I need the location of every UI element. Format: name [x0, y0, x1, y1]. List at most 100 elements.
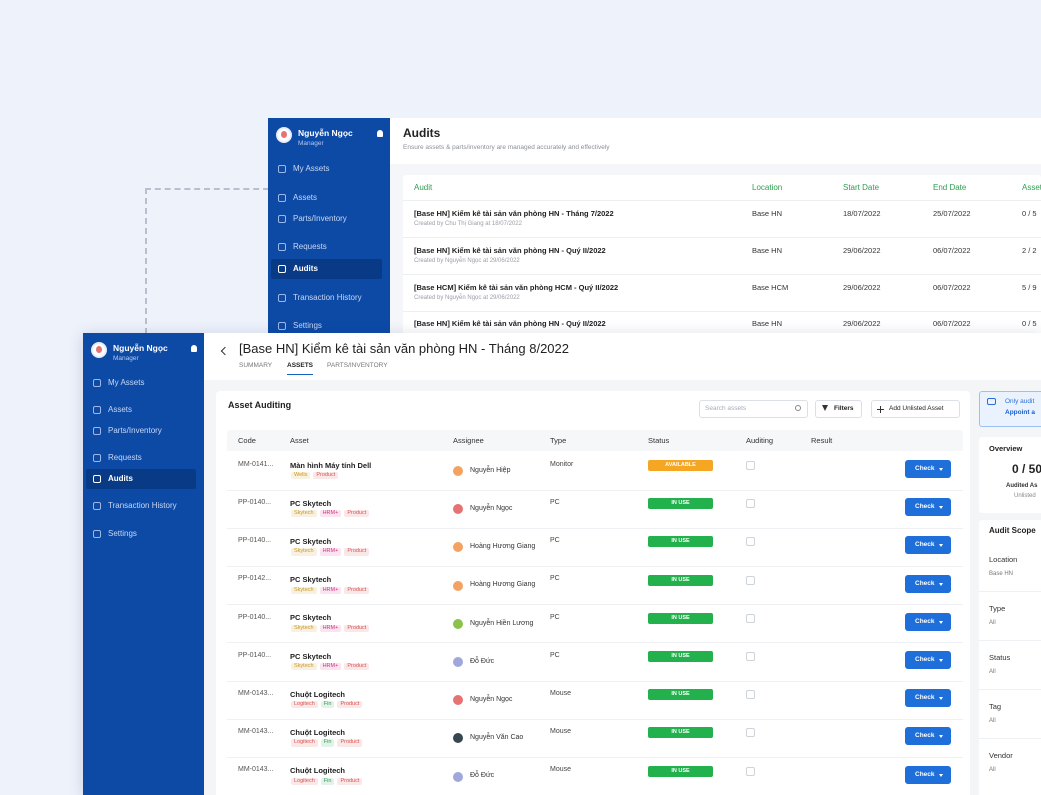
scope-value: All: [989, 767, 996, 774]
check-label: Check: [915, 656, 935, 664]
tag: Fin: [320, 739, 335, 747]
menu-item[interactable]: Parts/Inventory: [293, 214, 347, 224]
audit-name[interactable]: [Base HCM] Kiểm kê tài sản văn phòng HCM…: [414, 282, 619, 292]
tag: HRM+: [319, 548, 342, 556]
scope-separator: [979, 689, 1041, 690]
check-button[interactable]: Check: [905, 612, 951, 631]
auditing-checkbox[interactable]: [746, 575, 755, 585]
tag: Fin: [320, 777, 335, 785]
status-badge: IN USE: [648, 612, 713, 624]
menu-item[interactable]: Requests: [108, 453, 142, 463]
row-separator: [227, 565, 963, 567]
caret-icon: [939, 735, 943, 739]
asset-name: Chuột Logitech: [290, 727, 345, 737]
audit-end: 25/07/2022: [933, 208, 971, 218]
column-header: End Date: [933, 183, 967, 193]
tag-list: Logitech Fin Product: [291, 701, 363, 709]
status-badge: IN USE: [648, 498, 713, 510]
audit-name[interactable]: [Base HN] Kiểm kê tài sản văn phòng HN -…: [414, 245, 606, 255]
tab[interactable]: SUMMARY: [239, 362, 273, 370]
overview-title: Overview: [989, 443, 1023, 453]
check-button[interactable]: Check: [905, 651, 951, 669]
assignee-avatar: [453, 466, 463, 476]
menu-icon: [93, 502, 101, 510]
menu-item[interactable]: Assets: [108, 405, 133, 415]
tab[interactable]: ASSETS: [287, 362, 314, 375]
auditing-checkbox[interactable]: [746, 728, 755, 738]
menu-item[interactable]: Assets: [293, 193, 318, 203]
avatar-face: [281, 131, 287, 138]
page-header: [204, 333, 1041, 380]
scope-value: All: [989, 620, 996, 627]
asset-name: PC Skytech: [290, 498, 332, 508]
check-button[interactable]: Check: [905, 536, 951, 555]
auditing-checkbox[interactable]: [746, 461, 755, 470]
tag: Product: [344, 548, 370, 556]
column-header: Audit: [414, 183, 433, 193]
check-button[interactable]: Check: [905, 498, 951, 517]
asset-type: PC: [550, 651, 560, 659]
check-button[interactable]: Check: [905, 689, 951, 708]
auditing-checkbox[interactable]: [746, 690, 755, 700]
scope-value: All: [989, 669, 996, 676]
menu-item[interactable]: Requests: [293, 242, 327, 252]
row-separator: [227, 604, 963, 606]
check-button[interactable]: Check: [905, 765, 951, 784]
menu-item[interactable]: Parts/Inventory: [108, 426, 162, 436]
filter-icon: [822, 405, 828, 411]
menu-item[interactable]: My Assets: [108, 378, 145, 388]
tag: Product: [344, 510, 370, 518]
menu-icon: [278, 194, 286, 202]
add-button[interactable]: [871, 400, 960, 418]
bell-icon: [377, 130, 383, 137]
menu-item[interactable]: Audits: [108, 474, 133, 484]
menu-item[interactable]: Audits: [293, 264, 318, 274]
tab[interactable]: PARTS/INVENTORY: [327, 362, 388, 370]
audit-created: Created by Nguyễn Ngọc at 29/06/2022: [414, 295, 520, 302]
tag: Product: [337, 739, 363, 747]
audit-end: 06/07/2022: [933, 245, 971, 255]
filters-button[interactable]: [815, 400, 862, 418]
audit-name[interactable]: [Base HN] Kiểm kê tài sản văn phòng HN -…: [414, 318, 606, 328]
check-button[interactable]: Check: [905, 727, 951, 746]
column-header: Type: [550, 435, 567, 445]
auditing-checkbox[interactable]: [746, 652, 755, 661]
scope-label: Type: [989, 603, 1006, 613]
check-button[interactable]: Check: [905, 574, 951, 593]
table-header: [227, 430, 963, 451]
menu-item[interactable]: Settings: [293, 321, 322, 331]
audit-assets: 2 / 2: [1022, 245, 1037, 255]
menu-icon: [93, 379, 101, 387]
row-separator: [227, 489, 963, 491]
tag-list: Skytech HRM+ Product: [291, 586, 370, 594]
overview-count: 0 / 50: [1012, 461, 1041, 476]
menu-icon: [278, 265, 286, 273]
check-button[interactable]: Check: [905, 460, 951, 478]
auditing-checkbox[interactable]: [746, 537, 755, 547]
auditing-checkbox[interactable]: [746, 613, 755, 623]
menu-item[interactable]: Settings: [108, 529, 137, 539]
asset-code: PP-0140...: [238, 651, 272, 659]
tag: Skytech: [291, 663, 317, 671]
scope-separator: [979, 591, 1041, 592]
audit-name[interactable]: [Base HN] Kiểm kê tài sản văn phòng HN -…: [414, 208, 614, 218]
menu-item[interactable]: Transaction History: [108, 501, 177, 511]
tag: HRM+: [319, 510, 342, 518]
assignee-avatar: [453, 542, 463, 553]
overview-card: [979, 437, 1041, 513]
scope-separator: [979, 738, 1041, 739]
row-separator: [227, 527, 963, 529]
notice-link[interactable]: Appoint a: [1005, 409, 1035, 417]
auditing-checkbox[interactable]: [746, 499, 755, 509]
sidebar: [83, 333, 204, 795]
scope-value: Base HN: [989, 571, 1014, 578]
asset-name: PC Skytech: [290, 651, 332, 661]
audit-start: 29/06/2022: [843, 245, 881, 255]
check-label: Check: [915, 694, 935, 702]
menu-item[interactable]: My Assets: [293, 164, 330, 174]
assignee-name: Nguyễn Hiệp: [470, 466, 511, 474]
menu-item[interactable]: Transaction History: [293, 293, 362, 303]
auditing-checkbox[interactable]: [746, 766, 755, 776]
audit-created: Created by Nguyễn Ngọc at 29/06/2022: [414, 258, 520, 265]
search-box[interactable]: [699, 400, 808, 418]
